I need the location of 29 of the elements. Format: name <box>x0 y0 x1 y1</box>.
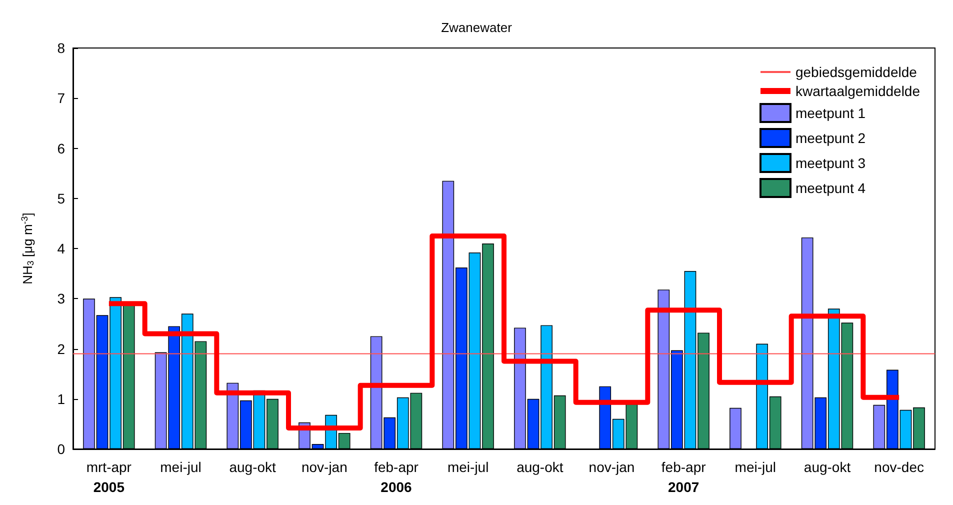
x-tick-label: aug-okt <box>229 459 276 475</box>
y-tick-label: 8 <box>57 40 66 56</box>
x-tick-label: aug-okt <box>516 459 564 475</box>
y-tick-label: 4 <box>57 240 66 256</box>
y-axis-title: NH3 [μg m-3] <box>20 212 36 284</box>
x-tick-label: mei-jul <box>160 459 202 475</box>
x-tick-label: nov-jan <box>588 459 635 475</box>
y-tick-label: 3 <box>57 290 66 307</box>
x-tick-label: nov-dec <box>874 459 924 475</box>
legend-label: meetpunt 2 <box>795 130 866 146</box>
y-tick-label: 1 <box>57 390 66 407</box>
y-tick-label: 2 <box>57 340 66 357</box>
y-tick-label: 7 <box>57 90 66 106</box>
x-tick-label: mei-jul <box>734 459 776 475</box>
x-tick-label: feb-apr 2006 <box>374 459 419 495</box>
chart-title: Zwanewater <box>441 20 513 35</box>
y-tick-label: 0 <box>57 441 66 457</box>
x-tick-label: feb-apr 2007 <box>661 459 706 495</box>
x-tick-label: mrt-apr 2005 <box>86 459 132 495</box>
x-tick-label: nov-jan <box>301 459 348 475</box>
legend-label: meetpunt 4 <box>795 180 866 196</box>
legend-label: kwartaalgemiddelde <box>795 83 920 99</box>
legend-label: meetpunt 1 <box>795 105 866 121</box>
x-tick-label: aug-okt <box>804 459 851 475</box>
x-tick-label: mei-jul <box>447 459 489 475</box>
y-tick-label: 6 <box>57 140 66 156</box>
legend-label: gebiedsgemiddelde <box>795 64 918 80</box>
y-tick-label: 5 <box>57 190 66 206</box>
legend-label: meetpunt 3 <box>795 155 866 171</box>
